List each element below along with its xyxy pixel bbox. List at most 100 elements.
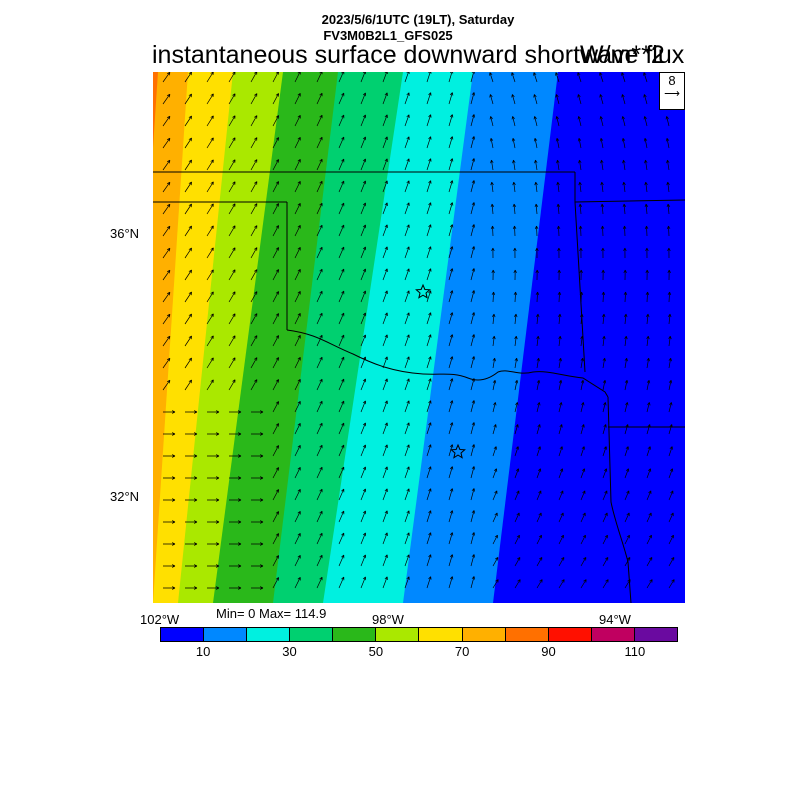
wind-arrow xyxy=(514,534,520,545)
wind-arrow xyxy=(536,468,542,479)
colorbar-tick-label: 110 xyxy=(624,644,646,659)
wind-arrow xyxy=(206,247,214,259)
wind-arrow xyxy=(448,114,454,127)
wind-arrow xyxy=(294,159,301,171)
wind-arrow xyxy=(512,159,516,171)
wind-arrow xyxy=(251,432,264,436)
wind-arrow xyxy=(602,579,609,589)
wind-arrow xyxy=(185,542,198,546)
wind-arrow xyxy=(272,115,279,127)
wind-arrow xyxy=(382,180,388,193)
wind-arrow xyxy=(360,466,367,479)
wind-arrow xyxy=(621,137,626,149)
wind-arrow xyxy=(316,114,323,127)
wind-arrow xyxy=(470,246,476,259)
wind-arrow xyxy=(448,92,454,105)
wind-arrow xyxy=(162,291,171,303)
wind-arrow xyxy=(338,290,345,303)
wind-arrow xyxy=(492,512,498,523)
wind-arrow xyxy=(624,512,630,523)
wind-arrow xyxy=(272,247,279,259)
band-7 xyxy=(153,72,188,603)
wind-arrow xyxy=(207,586,220,590)
wind-arrow xyxy=(338,334,345,347)
wind-arrow xyxy=(448,356,454,369)
wind-arrow xyxy=(404,246,410,259)
wind-arrow xyxy=(382,290,388,303)
wind-arrow xyxy=(184,247,192,259)
wind-arrow xyxy=(185,410,198,414)
wind-arrow xyxy=(492,490,498,501)
wind-arrow xyxy=(162,225,171,237)
wind-arrow xyxy=(448,576,454,589)
wind-arrow xyxy=(426,444,432,457)
wind-arrow xyxy=(599,72,604,83)
wind-arrow xyxy=(491,269,495,281)
wind-arrow xyxy=(207,542,220,546)
wind-arrow xyxy=(492,357,496,369)
wind-arrow xyxy=(338,268,345,281)
wind-arrow xyxy=(426,180,432,193)
wind-arrow xyxy=(229,520,242,524)
wind-arrow xyxy=(667,291,672,303)
wind-arrow xyxy=(536,579,543,589)
wind-arrow xyxy=(621,72,626,83)
wind-arrow xyxy=(294,313,301,325)
wind-arrow xyxy=(426,532,432,545)
wind-arrow xyxy=(316,72,323,83)
wind-arrow xyxy=(600,225,605,237)
wind-arrow xyxy=(382,510,388,523)
colorbar-segment xyxy=(548,628,592,641)
wind-arrow xyxy=(624,402,629,413)
wind-arrow xyxy=(404,554,410,567)
wind-arrow xyxy=(382,246,388,259)
wind-arrow xyxy=(492,468,498,479)
reference-vector-label: 8 xyxy=(668,73,676,88)
wind-vectors xyxy=(162,72,675,590)
wind-arrow xyxy=(360,400,367,413)
wind-arrow xyxy=(228,72,236,83)
wind-arrow xyxy=(316,312,323,325)
wind-arrow xyxy=(163,498,176,502)
min-max-label: Min= 0 Max= 114.9 xyxy=(216,606,327,621)
wind-arrow xyxy=(470,180,476,193)
wind-arrow xyxy=(492,402,497,413)
wind-arrow xyxy=(601,247,605,259)
wind-arrow xyxy=(316,554,323,567)
wind-arrow xyxy=(360,158,367,171)
wind-arrow xyxy=(272,423,279,435)
wind-arrow xyxy=(404,378,410,391)
wind-arrow xyxy=(514,379,519,391)
wind-arrow xyxy=(382,532,388,545)
colorbar-tick-label: 90 xyxy=(541,644,556,659)
wind-arrow xyxy=(294,247,301,259)
wind-arrow xyxy=(555,72,560,83)
wind-arrow xyxy=(294,401,301,413)
wind-arrow xyxy=(643,137,648,149)
wind-arrow xyxy=(229,410,242,414)
wind-arrow xyxy=(426,422,432,435)
wind-arrow xyxy=(644,203,649,215)
wind-arrow xyxy=(404,72,410,83)
wind-arrow xyxy=(272,511,279,523)
wind-arrow xyxy=(272,181,279,193)
wind-arrow xyxy=(602,557,609,567)
wind-arrow xyxy=(426,114,432,127)
wind-arrow xyxy=(338,510,345,523)
wind-arrow xyxy=(338,158,345,171)
wind-arrow xyxy=(316,246,323,259)
wind-arrow xyxy=(294,467,301,479)
wind-arrow xyxy=(228,357,236,369)
wind-arrow xyxy=(162,203,171,215)
wind-arrow xyxy=(426,290,432,303)
wind-arrow xyxy=(382,356,388,369)
wind-arrow xyxy=(294,357,301,369)
wind-arrow xyxy=(360,510,367,523)
wind-arrow xyxy=(668,490,674,501)
wind-arrow xyxy=(404,312,410,325)
wind-arrow xyxy=(207,432,220,436)
wind-arrow xyxy=(602,402,607,413)
wind-arrow xyxy=(558,446,563,457)
border-texas-louisiana xyxy=(607,396,632,603)
wind-arrow xyxy=(404,268,410,281)
